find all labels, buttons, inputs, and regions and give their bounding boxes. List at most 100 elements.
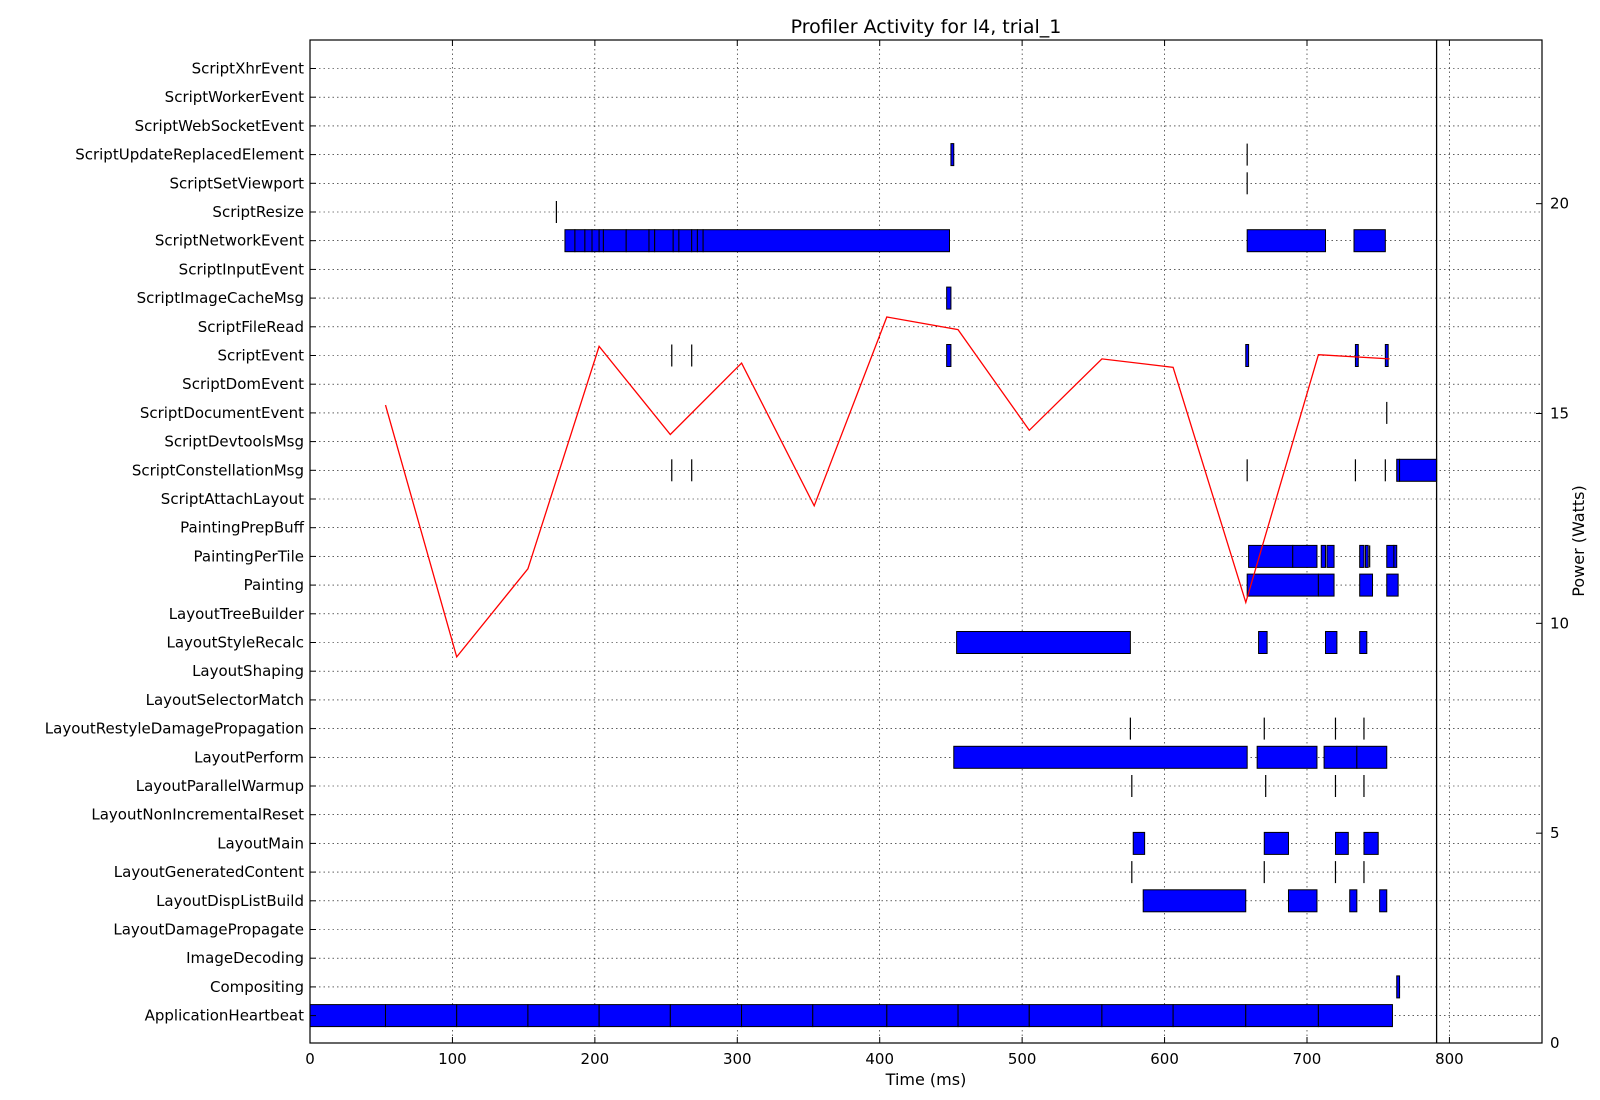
x-tick-label: 300 [723, 1050, 752, 1068]
category-label: ImageDecoding [186, 949, 304, 967]
activity-bar [678, 229, 693, 253]
activity-bar [886, 1004, 959, 1028]
activity-bar [953, 745, 1248, 769]
activity-bar [1353, 229, 1386, 253]
y2-tick-label: 15 [1550, 405, 1569, 423]
power-layer [384, 40, 1438, 1043]
category-label: LayoutGeneratedContent [114, 863, 304, 881]
activity-bar [1359, 544, 1365, 568]
x-tick-label: 0 [305, 1050, 315, 1068]
activity-bar [1354, 344, 1359, 367]
activity-bar [1325, 631, 1338, 654]
activity-bar [1028, 1004, 1103, 1028]
category-label: ScriptResize [212, 203, 304, 221]
y2-tick-label: 20 [1550, 195, 1569, 213]
category-label: ScriptWebSocketEvent [135, 117, 305, 135]
activity-bar [591, 229, 600, 253]
activity-bar [1393, 544, 1398, 568]
activity-bar [672, 229, 680, 253]
activity-bar [741, 1004, 814, 1028]
category-label: LayoutDamagePropagate [113, 921, 304, 939]
activity-bar [598, 229, 604, 253]
activity-bar [1246, 229, 1327, 253]
activity-bar [1359, 631, 1368, 654]
activity-bar [1399, 458, 1438, 482]
category-label: LayoutParallelWarmup [136, 777, 304, 795]
activity-bar [654, 229, 674, 253]
activity-bar [1349, 889, 1358, 913]
category-label: Painting [244, 576, 304, 594]
category-label: ScriptDevtoolsMsg [164, 433, 304, 451]
x-tick-label: 600 [1150, 1050, 1179, 1068]
x-axis-label: Time (ms) [885, 1070, 967, 1089]
category-label: LayoutRestyleDamagePropagation [45, 720, 304, 738]
category-label: LayoutDispListBuild [156, 892, 304, 910]
category-label: ScriptConstellationMsg [132, 461, 304, 479]
activity-bar [1245, 344, 1250, 367]
category-label: ScriptEvent [218, 347, 305, 365]
activity-bar [1384, 344, 1389, 367]
activity-bar [1292, 544, 1318, 568]
activity-bar [1132, 831, 1146, 855]
y2-tick-label: 10 [1550, 614, 1569, 632]
activity-bar [812, 1004, 888, 1028]
activity-bar [1258, 631, 1268, 654]
activity-bar [564, 229, 576, 253]
activity-bar [956, 631, 1131, 654]
x-tick-label: 100 [438, 1050, 467, 1068]
activity-bar [456, 1004, 529, 1028]
category-label: PaintingPrepBuff [180, 519, 304, 537]
category-label: ScriptXhrEvent [192, 60, 305, 78]
y2-tick-label: 5 [1550, 824, 1560, 842]
category-label: ScriptInputEvent [179, 260, 304, 278]
activity-bar [1101, 1004, 1174, 1028]
activity-bar [946, 286, 952, 310]
activity-bar [1287, 889, 1318, 913]
activity-bar [1248, 544, 1294, 568]
activity-bar [1396, 975, 1401, 999]
chart-title: Profiler Activity for l4, trial_1 [791, 16, 1062, 38]
axes-layer: ApplicationHeartbeat Compositing ImageDeco… [45, 40, 1569, 1068]
plot-frame [309, 39, 1543, 1044]
activity-bar [702, 229, 951, 253]
category-label: LayoutTreeBuilder [169, 605, 305, 623]
category-label: ScriptUpdateReplacedElement [75, 146, 304, 164]
activity-bar [691, 229, 698, 253]
y2-axis-label: Power (Watts) [1569, 485, 1588, 596]
activity-bar [1379, 889, 1388, 913]
activity-bar [584, 229, 593, 253]
x-tick-label: 200 [581, 1050, 610, 1068]
activity-bar [625, 229, 650, 253]
activity-bar [1245, 1004, 1319, 1028]
x-tick-label: 500 [1008, 1050, 1037, 1068]
activity-bar [1256, 745, 1318, 769]
category-label: PaintingPerTile [194, 547, 305, 565]
activity-bar [1363, 831, 1379, 855]
x-tick-label: 400 [865, 1050, 894, 1068]
activity-bar [669, 1004, 743, 1028]
activity-bar [1386, 544, 1395, 568]
activity-bar [574, 229, 586, 253]
activity-bar [957, 1004, 1030, 1028]
category-label: ApplicationHeartbeat [145, 1007, 305, 1025]
activity-bar [1317, 573, 1335, 597]
power-line [384, 316, 1390, 659]
activity-bar [1142, 889, 1247, 913]
activity-bar [1323, 745, 1358, 769]
category-label: ScriptAttachLayout [161, 490, 304, 508]
activity-bar [1386, 573, 1399, 597]
category-label: ScriptNetworkEvent [155, 232, 304, 250]
category-label: LayoutNonIncrementalReset [91, 806, 304, 824]
category-label: ScriptFileRead [198, 318, 304, 336]
activity-bar [1334, 831, 1349, 855]
activity-bar [648, 229, 656, 253]
x-tick-label: 700 [1293, 1050, 1322, 1068]
activity-bar [1359, 573, 1374, 597]
category-label: ScriptDocumentEvent [140, 404, 304, 422]
category-label: LayoutMain [217, 834, 304, 852]
category-label: Compositing [210, 978, 304, 996]
category-label: LayoutPerform [194, 748, 304, 766]
category-label: LayoutShaping [192, 662, 304, 680]
activity-bar [309, 1004, 386, 1028]
